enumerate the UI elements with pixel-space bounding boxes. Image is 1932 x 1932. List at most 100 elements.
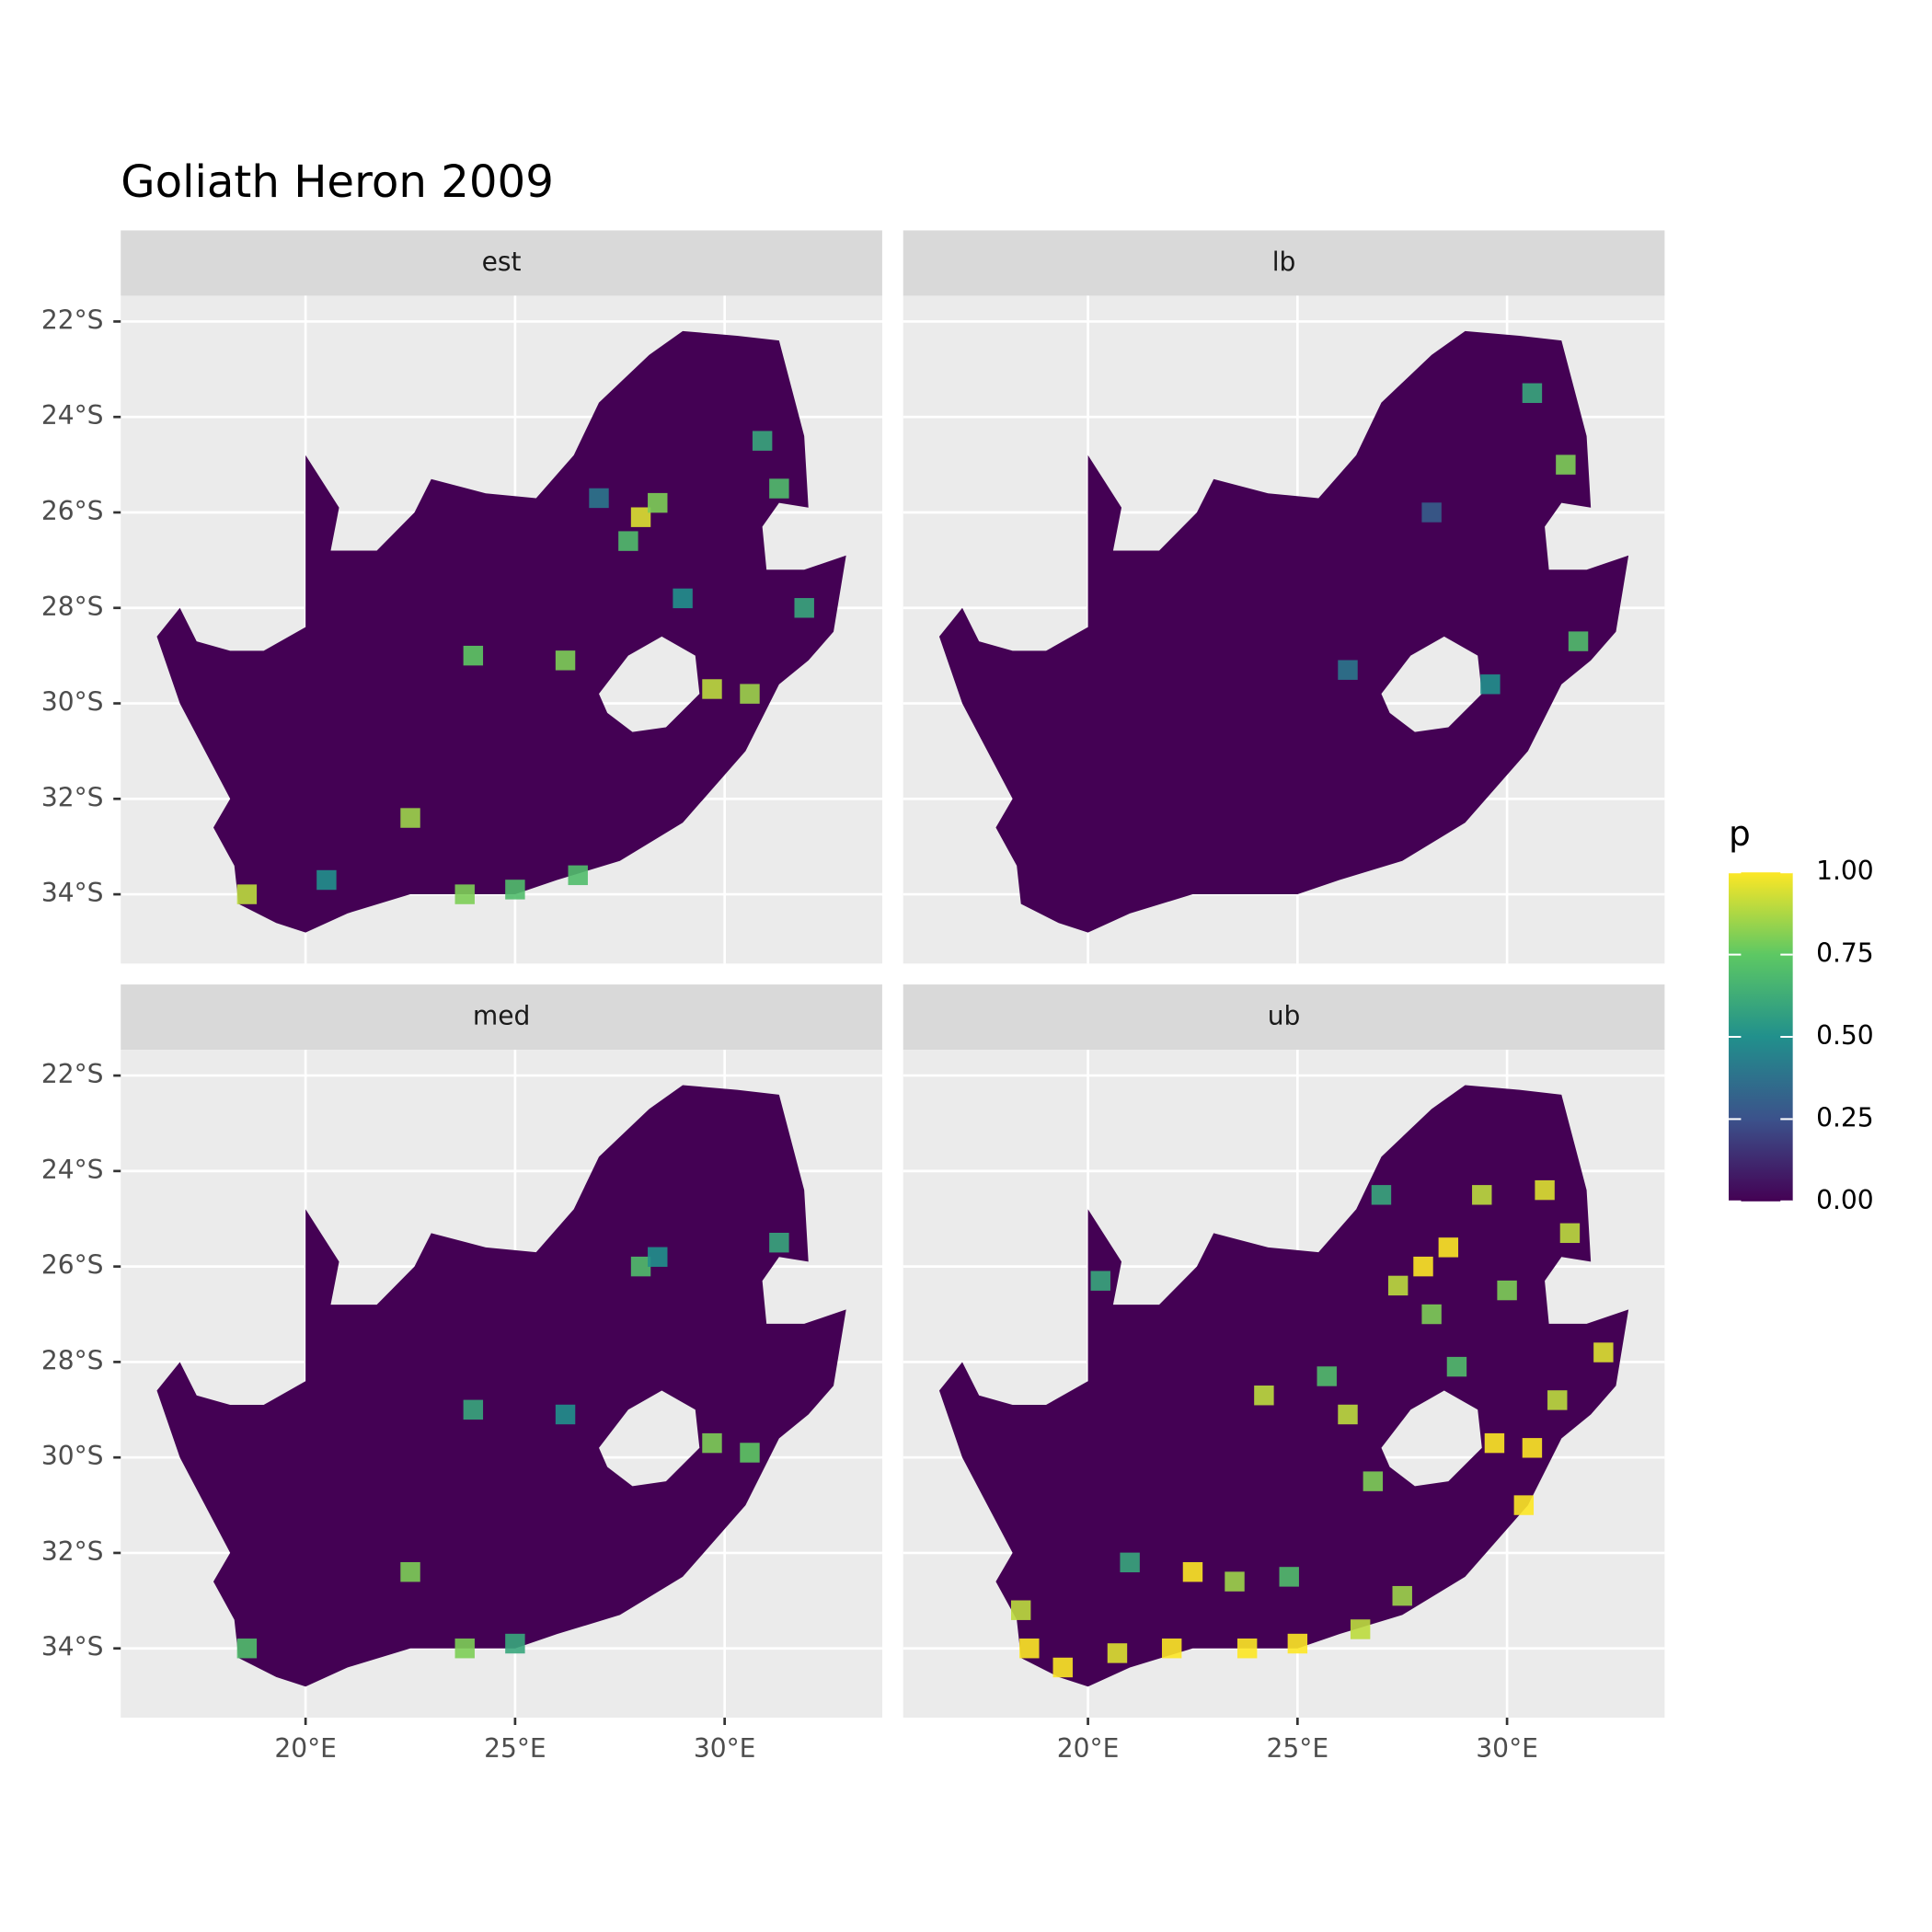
y-tick-label: 24°S (41, 1155, 104, 1185)
raster-cell (1413, 1256, 1433, 1277)
x-tick-label: 20°E (1057, 1733, 1120, 1764)
raster-cell (1559, 1223, 1581, 1244)
y-tick-label: 32°S (41, 782, 104, 812)
raster-cell (1010, 1600, 1031, 1620)
strip-label: ub (1268, 1001, 1301, 1031)
x-tick-label: 30°E (1476, 1733, 1538, 1764)
country-shape (938, 1085, 1629, 1687)
raster-cell (1547, 1390, 1568, 1410)
y-tick-label: 34°S (41, 878, 104, 908)
legend-label: 0.00 (1816, 1185, 1874, 1215)
raster-cell (1371, 1185, 1392, 1205)
raster-cell (1287, 1633, 1308, 1654)
raster-cell (1338, 1404, 1358, 1425)
raster-cell (769, 478, 789, 499)
raster-cell (1182, 1561, 1203, 1582)
raster-cell (752, 431, 773, 451)
raster-cell (1161, 1639, 1182, 1659)
raster-cell (454, 1639, 475, 1659)
y-tick-label: 30°S (41, 687, 104, 718)
raster-cell (618, 531, 638, 551)
x-tick-label: 20°E (274, 1733, 337, 1764)
raster-cell (1254, 1386, 1274, 1406)
raster-cell (1120, 1552, 1140, 1573)
raster-cell (630, 1256, 651, 1277)
y-tick-label: 24°S (41, 400, 104, 431)
strip-label: lb (1272, 247, 1296, 277)
y-tick-label: 34°S (41, 1632, 104, 1662)
raster-cell (316, 869, 337, 891)
raster-cell (463, 1399, 484, 1420)
raster-cell (740, 1443, 760, 1463)
raster-cell (1421, 1304, 1442, 1325)
y-tick-label: 22°S (41, 1059, 104, 1089)
y-tick-label: 28°S (41, 1345, 104, 1375)
raster-cell (1225, 1571, 1245, 1592)
x-tick-label: 30°E (694, 1733, 756, 1764)
raster-cell (1472, 1185, 1492, 1205)
strip-label: est (482, 247, 522, 277)
raster-cell (1446, 1356, 1467, 1377)
country-shape (938, 330, 1629, 933)
raster-cell (1497, 1280, 1517, 1301)
chart-title: Goliath Heron 2009 (121, 156, 554, 208)
raster-cell (505, 1633, 525, 1654)
raster-cell (740, 684, 760, 704)
raster-cell (1522, 383, 1543, 403)
country-shape (156, 330, 846, 933)
raster-cell (1350, 1619, 1371, 1639)
legend-title: p (1729, 813, 1751, 854)
raster-cell (794, 598, 814, 618)
y-tick-label: 32°S (41, 1536, 104, 1567)
raster-cell (1019, 1639, 1040, 1659)
raster-cell (555, 650, 576, 671)
strip (903, 984, 1665, 1051)
raster-cell (1338, 660, 1358, 680)
raster-cell (236, 884, 258, 904)
raster-cell (702, 679, 722, 699)
raster-cell (1535, 1179, 1555, 1201)
raster-cell (769, 1232, 789, 1253)
raster-cell (454, 884, 475, 904)
raster-cell (648, 492, 668, 513)
raster-cell (1052, 1657, 1073, 1678)
raster-cell (648, 1247, 668, 1267)
raster-cell (1392, 1585, 1412, 1606)
strip (121, 230, 882, 296)
y-tick-label: 26°S (41, 496, 104, 526)
legend-label: 0.25 (1816, 1102, 1874, 1133)
y-tick-label: 30°S (41, 1441, 104, 1471)
raster-cell (236, 1639, 258, 1659)
raster-cell (555, 1404, 576, 1425)
raster-cell (630, 507, 651, 527)
strip-label: med (473, 1001, 531, 1031)
raster-cell (1363, 1471, 1384, 1491)
raster-cell (1513, 1495, 1535, 1515)
x-tick-label: 25°E (484, 1733, 546, 1764)
raster-cell (1522, 1438, 1543, 1458)
legend-label: 0.75 (1816, 938, 1874, 969)
strip (903, 230, 1665, 296)
raster-cell (1317, 1366, 1337, 1386)
raster-cell (1438, 1237, 1459, 1258)
raster-cell (463, 645, 484, 666)
raster-cell (400, 1561, 420, 1582)
legend-label: 0.50 (1816, 1020, 1874, 1051)
raster-cell (1107, 1643, 1128, 1663)
raster-cell (1279, 1567, 1299, 1587)
raster-cell (1556, 454, 1576, 475)
raster-cell (568, 865, 588, 886)
country-shape (156, 1085, 846, 1687)
raster-cell (1236, 1639, 1258, 1659)
raster-cell (1480, 674, 1501, 695)
x-tick-label: 25°E (1267, 1733, 1329, 1764)
y-tick-label: 22°S (41, 305, 104, 335)
raster-cell (1421, 502, 1442, 523)
raster-cell (1387, 1275, 1409, 1296)
raster-cell (673, 588, 693, 609)
raster-cell (505, 880, 525, 900)
raster-cell (1593, 1342, 1614, 1363)
strip (121, 984, 882, 1051)
legend-label: 1.00 (1816, 856, 1874, 886)
